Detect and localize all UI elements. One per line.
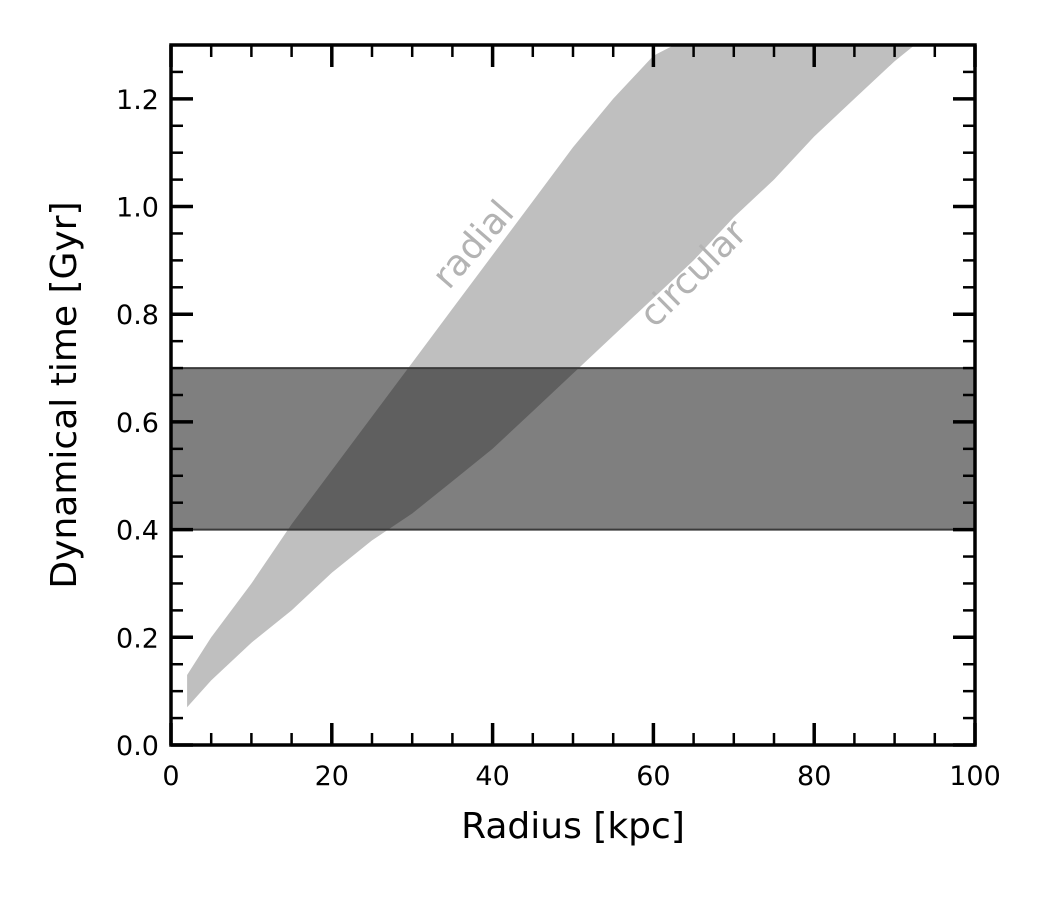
y-tick-label: 0.0 — [116, 731, 159, 762]
y-axis-title: Dynamical time [Gyr] — [44, 201, 85, 588]
plot-frame — [169, 43, 977, 747]
x-tick-label: 0 — [162, 761, 179, 792]
x-tick-label: 40 — [475, 761, 509, 792]
x-tick-label: 100 — [949, 761, 1001, 792]
y-tick-label: 0.2 — [116, 623, 159, 654]
x-tick-label: 60 — [636, 761, 670, 792]
y-tick-label: 0.6 — [116, 408, 159, 439]
y-tick-label: 1.0 — [116, 193, 159, 224]
horizontal-band — [171, 368, 975, 530]
label-layer: 0 20 40 60 80 100 0.0 0.2 0.4 0.6 0.8 1.0 1.2 — [116, 85, 1001, 792]
y-tick-label: 1.2 — [116, 85, 159, 116]
x-tick-label: 20 — [315, 761, 349, 792]
band-layer — [171, 45, 975, 708]
x-tick-label: 80 — [797, 761, 831, 792]
y-tick-label: 0.8 — [116, 300, 159, 331]
x-axis-title: Radius [kpc] — [461, 806, 685, 847]
y-tick-label: 0.4 — [116, 516, 159, 547]
